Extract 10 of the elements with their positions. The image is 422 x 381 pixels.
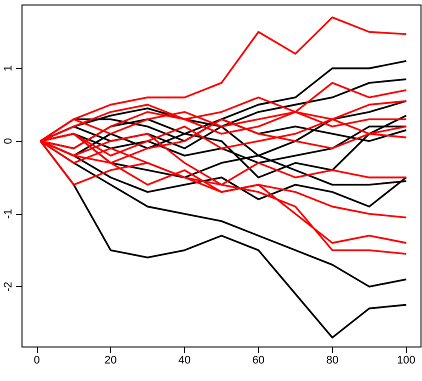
x-tick-label: 0 (34, 354, 40, 366)
y-tick-label: -1 (2, 208, 14, 219)
x-tick-label: 80 (326, 354, 338, 366)
y-tick-label: 0 (2, 138, 14, 144)
x-tick-label: 100 (397, 354, 416, 366)
x-tick-label: 60 (252, 354, 265, 366)
y-tick-label: 1 (2, 65, 14, 72)
y-tick-label: -2 (2, 282, 14, 292)
x-tick-label: 40 (178, 354, 191, 366)
x-tick-label: 20 (104, 354, 117, 366)
